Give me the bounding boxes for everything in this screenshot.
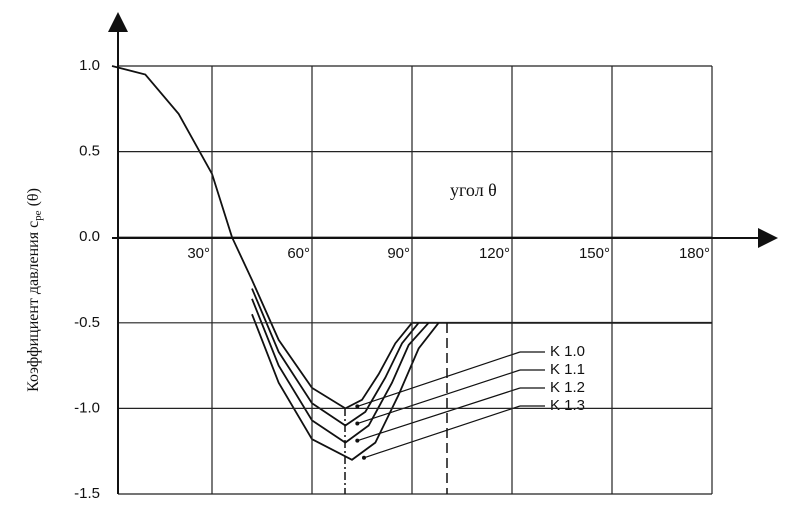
y-axis-label: Коэффициент давления cpe (θ) [25,188,44,392]
y-label-tail: (θ) [25,188,42,210]
y-tick-label: -1.0 [74,399,100,416]
line-series [251,288,420,427]
leader-line [357,369,521,425]
leader-line [363,405,521,459]
y-tick-label: -1.5 [74,485,100,502]
y-tick-label: 0.0 [79,228,100,245]
x-tick-label: 180° [679,245,710,262]
legend-label: K 1.0 [550,343,585,360]
line-series [251,298,430,444]
line-series [251,313,440,461]
legend-label: K 1.1 [550,361,585,378]
legend-label: K 1.3 [550,397,585,414]
y-tick-label: -0.5 [74,314,100,331]
y-tick-label: 0.5 [79,143,100,160]
x-tick-label: 90° [387,245,410,262]
x-axis-label: угол θ [450,180,497,200]
leader-line [357,387,521,442]
x-tick-label: 30° [187,245,210,262]
y-label-main: Коэффициент давления c [25,221,42,392]
x-tick-label: 120° [479,245,510,262]
line-series [111,65,712,410]
x-tick-label: 60° [287,245,310,262]
y-tick-label: 1.0 [79,57,100,74]
leader-line [357,351,521,407]
x-tick-label: 150° [579,245,610,262]
y-label-sub: pe [32,210,44,221]
legend-label: K 1.2 [550,379,585,396]
